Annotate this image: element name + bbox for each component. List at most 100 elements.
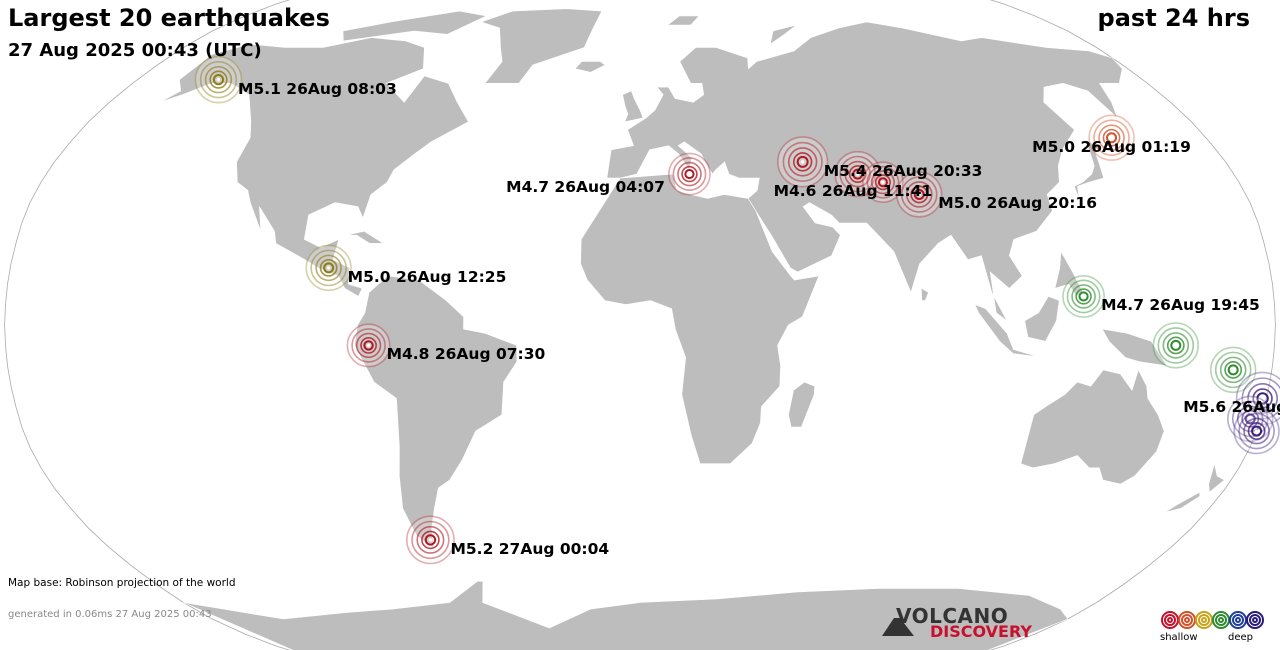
quake-ring: [421, 530, 440, 550]
land-philippines: [1054, 250, 1084, 297]
earthquake-marker-4[interactable]: [777, 136, 829, 188]
legend-depth-circle: [1198, 614, 1210, 626]
volcano-discovery-logo[interactable]: VOLCANO DISCOVERY: [880, 604, 1040, 641]
quake-ring: [874, 174, 891, 191]
earthquake-label-16[interactable]: M5.2 27Aug 00:04: [450, 539, 610, 558]
land-new-zealand-north: [1208, 463, 1225, 493]
quake-ring: [315, 254, 342, 282]
quake-ring: [905, 181, 933, 208]
earthquake-label-6[interactable]: M4.6 26Aug 11:41: [773, 182, 933, 201]
quake-ring: [852, 168, 864, 180]
quake-ring: [1238, 412, 1275, 450]
quake-ring: [792, 152, 813, 172]
earthquake-marker-15[interactable]: [1233, 407, 1280, 455]
quake-ring: [360, 336, 377, 354]
earthquake-marker-9[interactable]: [1062, 275, 1105, 318]
earthquake-marker-11[interactable]: [1152, 322, 1200, 369]
earthquake-marker-10[interactable]: [346, 323, 391, 368]
quake-ring: [1078, 291, 1089, 302]
quake-ring: [1170, 339, 1182, 351]
quake-ring: [1247, 422, 1266, 440]
earthquake-label-9[interactable]: M4.7 26Aug 19:45: [1101, 296, 1260, 315]
land-iceland: [574, 61, 606, 73]
quake-ring: [1247, 383, 1278, 414]
quake-ring: [1256, 392, 1269, 405]
legend-depth-circle: [1181, 614, 1193, 626]
quake-epicenter: [801, 160, 805, 164]
quake-ring: [844, 160, 871, 188]
quake-ring: [424, 534, 437, 546]
earthquake-label-1[interactable]: M5.1 26Aug 08:03: [238, 79, 397, 98]
quake-ring: [787, 147, 818, 177]
earthquake-marker-12[interactable]: [1209, 346, 1257, 394]
legend-depth-circle: [1232, 614, 1244, 626]
legend-depth-circle: [1249, 614, 1261, 626]
earthquake-label-7[interactable]: M5.0 26Aug 20:16: [938, 194, 1097, 213]
quake-epicenter: [366, 343, 371, 347]
earthquake-label-10[interactable]: M4.8 26Aug 07:30: [386, 345, 546, 364]
quake-ring: [1066, 279, 1101, 314]
quake-ring: [1071, 284, 1096, 309]
quake-epicenter: [1109, 136, 1114, 140]
quake-ring: [877, 177, 888, 188]
time-period: past 24 hrs: [1097, 4, 1250, 32]
depth-legend-circles: [1161, 611, 1264, 629]
quake-ring: [910, 185, 929, 204]
quake-ring: [209, 70, 228, 89]
earthquake-markers: [194, 55, 1280, 565]
earthquake-label-2[interactable]: M5.0 26Aug 01:19: [1032, 137, 1191, 156]
land-indonesia: [974, 304, 1045, 358]
quake-ring: [199, 60, 238, 99]
earthquake-label-4[interactable]: M5.4 26Aug 20:33: [823, 161, 983, 180]
quake-epicenter: [687, 172, 692, 176]
earthquake-marker-5[interactable]: [834, 150, 881, 198]
quake-ring: [1162, 332, 1190, 359]
land-sri-lanka: [920, 287, 929, 301]
quake-ring: [1102, 128, 1121, 147]
quake-ring: [870, 170, 895, 195]
quake-epicenter: [327, 266, 331, 270]
quake-ring: [1157, 327, 1195, 364]
land-greenland: [480, 8, 603, 84]
quake-ring: [848, 165, 867, 183]
quake-ring: [866, 165, 900, 199]
quake-ring: [363, 340, 374, 351]
land-japan: [1073, 141, 1105, 199]
legend-depth-circle: [1184, 617, 1190, 623]
land-madagascar: [788, 381, 816, 428]
legend-depth-circle: [1201, 617, 1207, 623]
quake-ring: [416, 525, 445, 554]
map-timestamp: 27 Aug 2025 00:43 (UTC): [8, 40, 262, 61]
quake-ring: [1098, 124, 1125, 152]
legend-depth-circle: [1246, 611, 1264, 629]
legend-depth-circle: [1215, 614, 1227, 626]
earthquake-marker-8[interactable]: [305, 244, 352, 292]
land-borneo: [1024, 296, 1060, 342]
map-title: Largest 20 earthquakes: [8, 4, 330, 32]
earthquake-marker-6[interactable]: [862, 161, 904, 204]
quake-ring: [1252, 388, 1273, 409]
land-australia: [1020, 369, 1165, 485]
earthquake-marker-16[interactable]: [406, 515, 455, 565]
land-africa: [580, 173, 820, 464]
earthquake-marker-3[interactable]: [668, 152, 711, 196]
legend-deep-label: deep: [1228, 632, 1253, 643]
earthquake-marker-1[interactable]: [194, 55, 243, 104]
quake-epicenter: [428, 538, 433, 542]
earthquake-label-13[interactable]: M5.6 26Aug 01:32: [1183, 398, 1280, 417]
earthquake-marker-7[interactable]: [896, 171, 943, 218]
quake-ring: [681, 165, 698, 183]
quake-ring: [323, 262, 335, 274]
earthquake-marker-2[interactable]: [1088, 114, 1135, 161]
quake-ring: [1093, 119, 1130, 157]
earthquake-label-3[interactable]: M4.7 26Aug 04:07: [506, 178, 665, 197]
quake-ring: [1236, 405, 1264, 433]
quake-ring: [672, 157, 707, 191]
earthquake-label-8[interactable]: M5.0 26Aug 12:25: [347, 267, 507, 286]
quake-epicenter: [881, 180, 885, 184]
quake-ring: [1214, 351, 1252, 389]
land-arctic-islands: [342, 10, 488, 42]
land-british-isles: [622, 90, 644, 123]
quake-epicenter: [1231, 368, 1235, 372]
